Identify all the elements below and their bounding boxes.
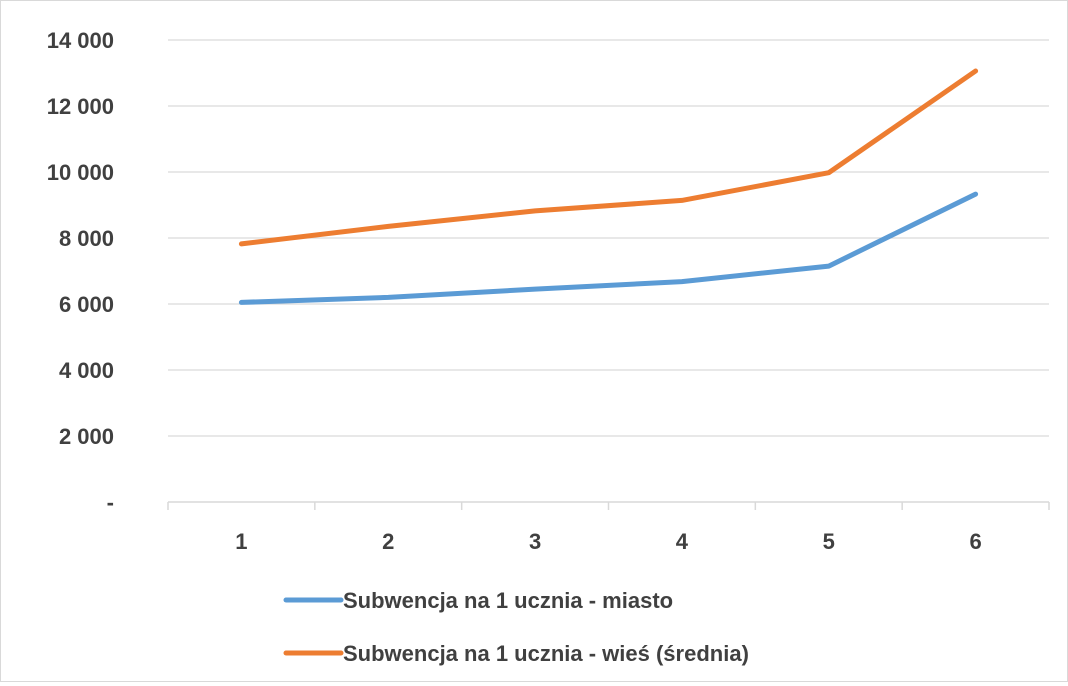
x-axis [168,502,1049,510]
y-tick-label: 2 000 [59,424,114,449]
series-line-2 [241,71,975,244]
x-tick-label: 3 [529,529,541,554]
legend-label: Subwencja na 1 ucznia - miasto [343,588,673,613]
series-line-1 [241,194,975,302]
x-axis-tick-labels: 1 2 3 4 5 6 [235,529,981,554]
x-tick-label: 6 [969,529,981,554]
x-tick-label: 4 [676,529,689,554]
y-tick-label: 10 000 [47,160,114,185]
y-tick-label: 12 000 [47,94,114,119]
legend-label: Subwencja na 1 ucznia - wieś (średnia) [343,641,749,666]
x-tick-label: 2 [382,529,394,554]
legend: Subwencja na 1 ucznia - miasto Subwencja … [286,588,749,666]
y-tick-label: 8 000 [59,226,114,251]
y-tick-label: - [107,490,114,515]
y-tick-label: 4 000 [59,358,114,383]
x-tick-label: 5 [823,529,835,554]
y-tick-label: 6 000 [59,292,114,317]
x-tick-label: 1 [235,529,247,554]
y-tick-label: 14 000 [47,28,114,53]
y-axis-tick-labels: - 2 000 4 000 6 000 8 000 10 000 12 000 14 000 [47,28,114,515]
